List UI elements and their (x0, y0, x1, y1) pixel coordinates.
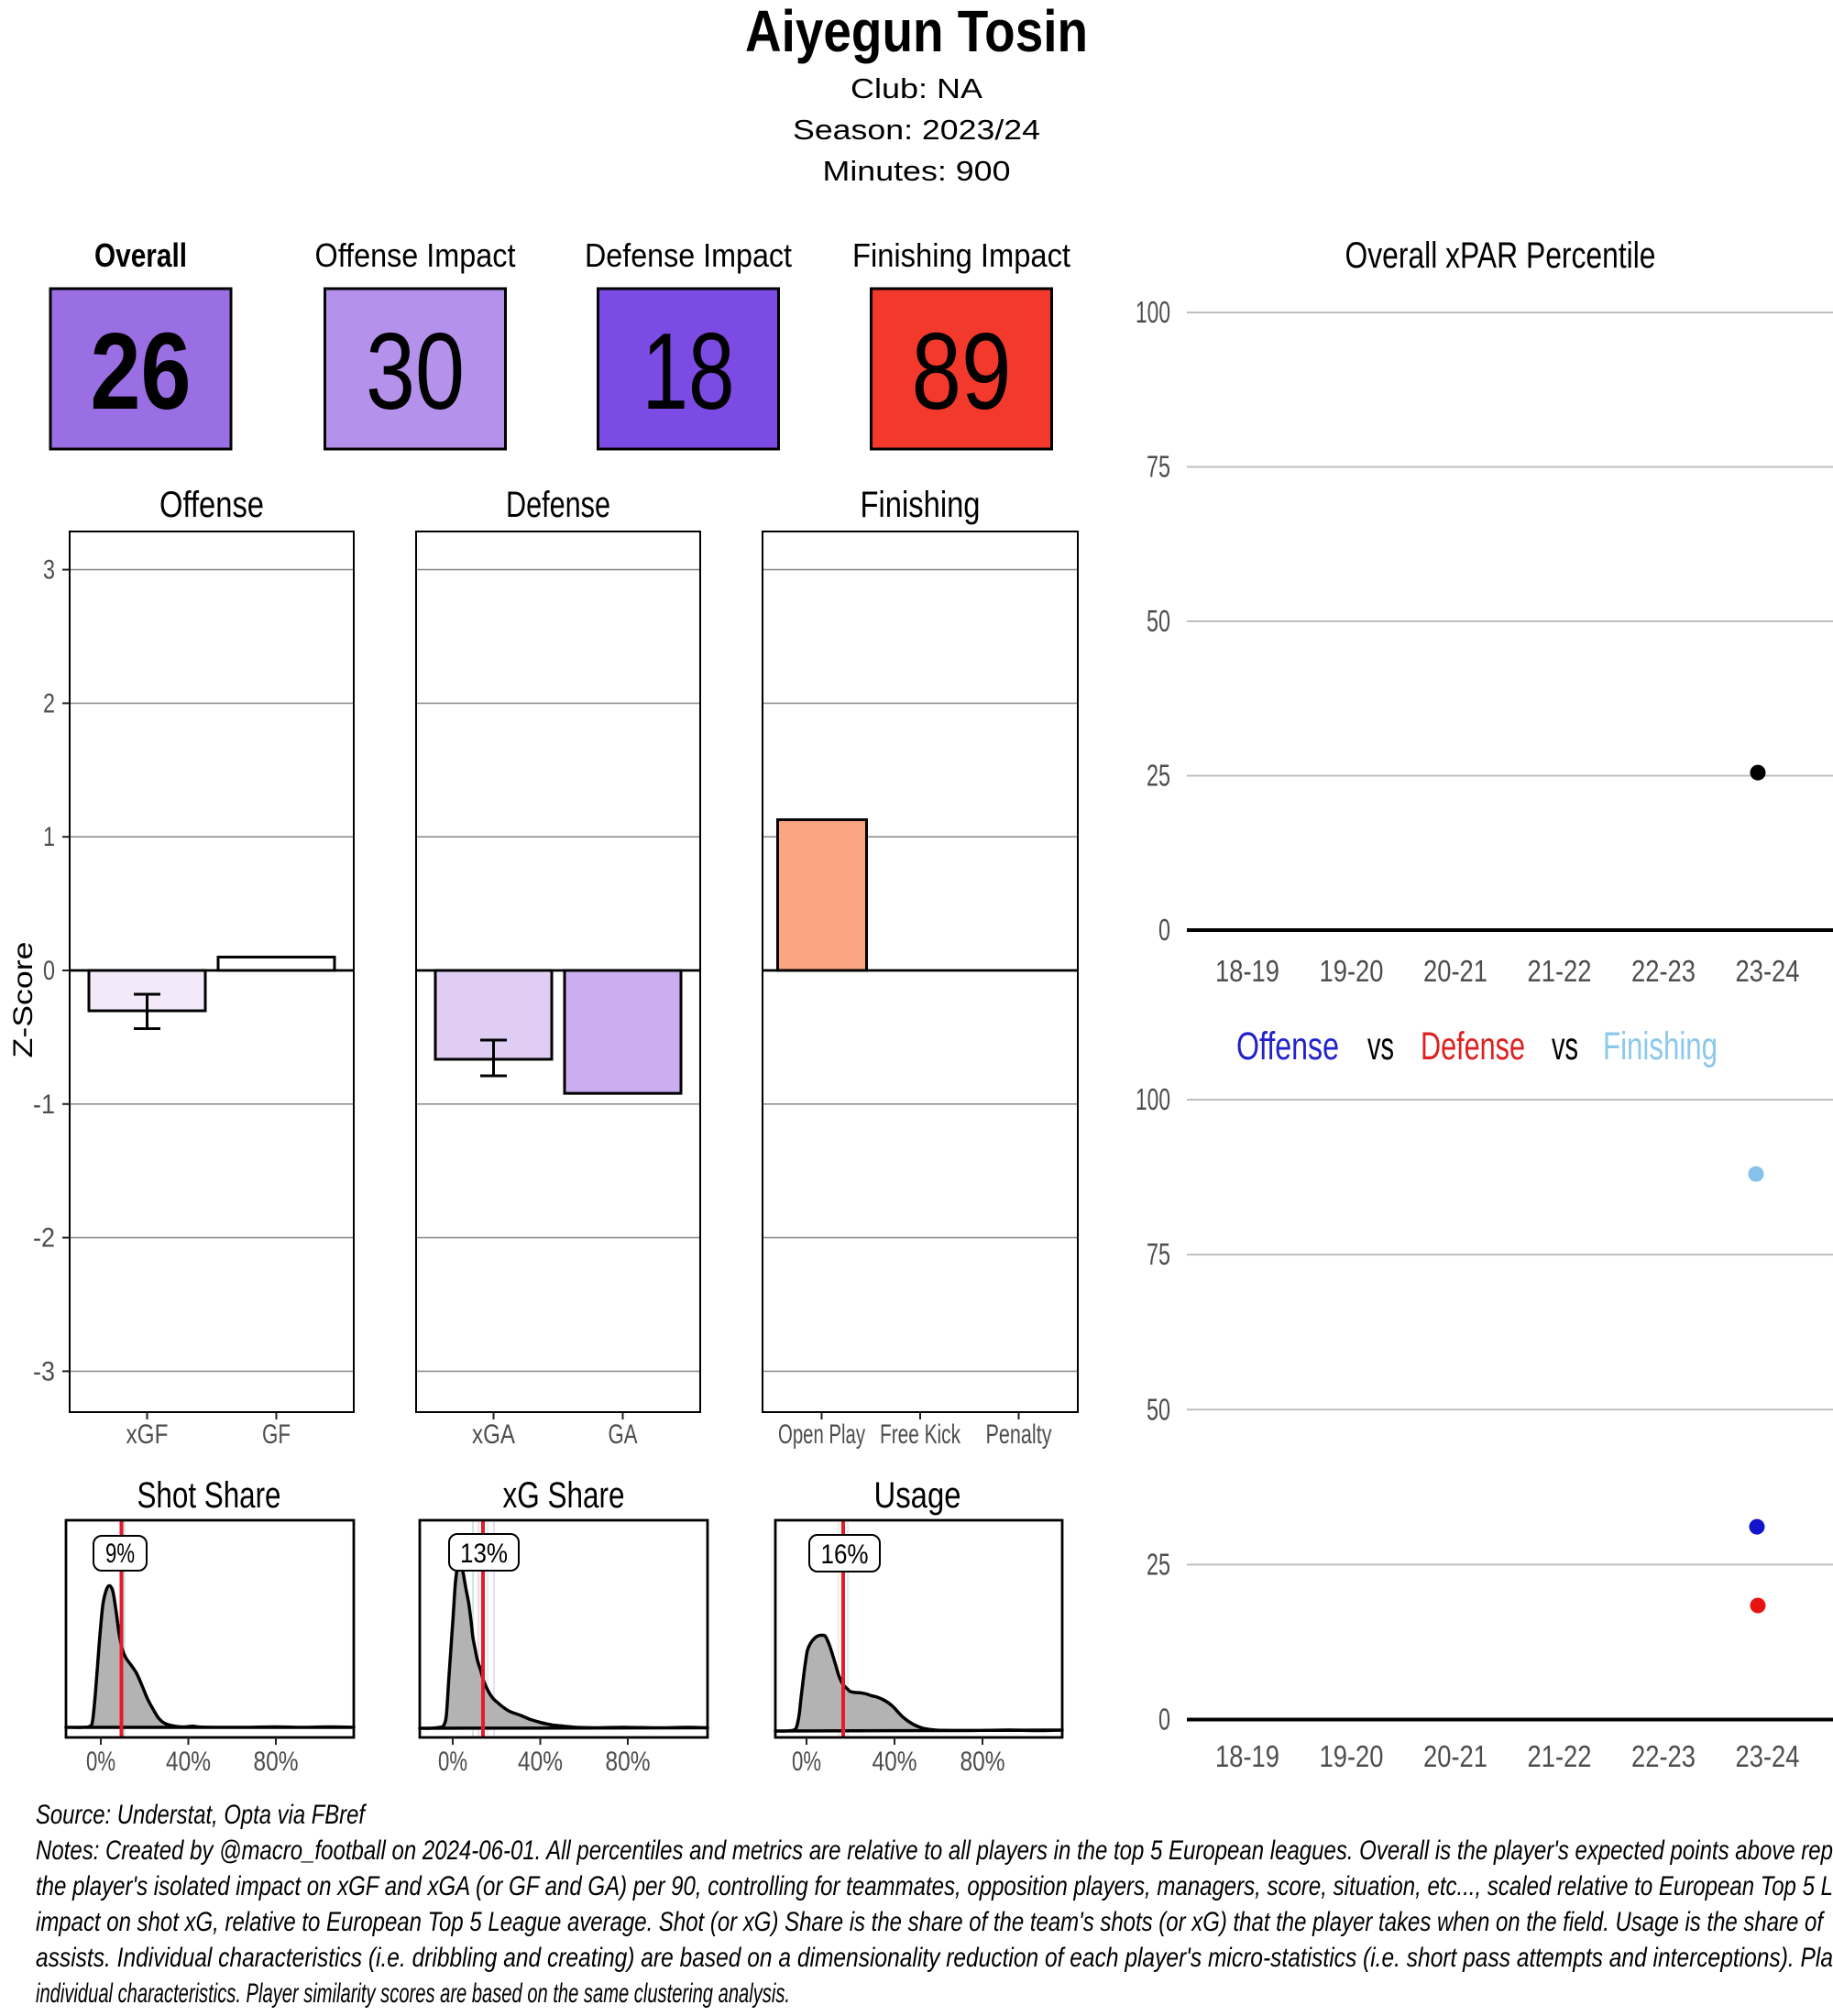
svg-text:Defense: Defense (1421, 1024, 1525, 1068)
svg-text:18: 18 (642, 311, 735, 433)
svg-text:23-24: 23-24 (1736, 954, 1800, 988)
svg-text:3: 3 (43, 555, 55, 586)
svg-text:Source: Understat, Opta via FB: Source: Understat, Opta via FBref (36, 1800, 367, 1830)
svg-text:the player's isolated impact o: the player's isolated impact on xGF and … (36, 1871, 1833, 1901)
svg-text:Notes: Created by @macro_footb: Notes: Created by @macro_football on 202… (36, 1835, 1833, 1866)
svg-text:13%: 13% (460, 1539, 508, 1569)
svg-text:0%: 0% (438, 1747, 467, 1777)
svg-text:50: 50 (1147, 604, 1170, 638)
svg-text:16%: 16% (821, 1539, 869, 1570)
svg-text:20-21: 20-21 (1423, 954, 1487, 988)
svg-text:Open Play: Open Play (778, 1419, 865, 1450)
svg-text:Free Kick: Free Kick (880, 1419, 961, 1450)
svg-text:25: 25 (1147, 759, 1170, 793)
svg-text:30: 30 (366, 311, 465, 433)
svg-text:80%: 80% (254, 1747, 299, 1777)
svg-text:Finishing: Finishing (861, 485, 981, 525)
svg-text:Finishing: Finishing (1603, 1024, 1718, 1068)
svg-text:Defense Impact: Defense Impact (585, 236, 792, 274)
svg-text:18-19: 18-19 (1215, 1739, 1279, 1773)
svg-text:0%: 0% (86, 1747, 115, 1777)
svg-text:individual characteristics. Pl: individual characteristics. Player simil… (36, 1978, 790, 2009)
svg-text:xG Share: xG Share (503, 1475, 625, 1516)
svg-text:19-20: 19-20 (1320, 1739, 1384, 1773)
svg-text:Penalty: Penalty (986, 1419, 1052, 1450)
svg-text:2: 2 (43, 688, 55, 718)
svg-text:20-21: 20-21 (1423, 1739, 1487, 1773)
svg-text:0: 0 (1158, 913, 1170, 947)
svg-text:Offense Impact: Offense Impact (315, 236, 516, 274)
svg-text:89: 89 (912, 311, 1012, 433)
svg-text:75: 75 (1147, 1237, 1170, 1271)
svg-text:100: 100 (1136, 295, 1170, 329)
svg-text:Overall xPAR Percentile: Overall xPAR Percentile (1345, 236, 1656, 276)
svg-text:9%: 9% (105, 1539, 135, 1569)
svg-text:21-22: 21-22 (1528, 954, 1592, 988)
svg-text:Aiyegun Tosin: Aiyegun Tosin (745, 0, 1088, 64)
svg-text:assists. Individual characteri: assists. Individual characteristics (i.e… (36, 1943, 1833, 1973)
svg-text:xGA: xGA (472, 1419, 515, 1450)
svg-text:Overall: Overall (94, 236, 187, 274)
svg-text:Shot Share: Shot Share (137, 1475, 281, 1516)
svg-text:-1: -1 (33, 1090, 55, 1120)
svg-text:25: 25 (1147, 1547, 1170, 1581)
svg-text:0: 0 (43, 956, 55, 986)
svg-text:80%: 80% (960, 1747, 1005, 1777)
svg-text:1: 1 (43, 822, 55, 852)
svg-text:xGF: xGF (126, 1419, 169, 1450)
svg-text:Season: 2023/24: Season: 2023/24 (793, 114, 1040, 146)
svg-text:0%: 0% (792, 1747, 821, 1777)
svg-text:-2: -2 (33, 1223, 55, 1254)
svg-text:Z-Score: Z-Score (8, 942, 38, 1058)
svg-text:40%: 40% (166, 1747, 211, 1777)
svg-text:Defense: Defense (506, 485, 610, 525)
svg-text:Offense: Offense (159, 485, 264, 525)
svg-text:Club: NA: Club: NA (851, 72, 982, 104)
svg-text:Finishing Impact: Finishing Impact (852, 236, 1070, 274)
svg-text:50: 50 (1147, 1392, 1170, 1426)
svg-text:22-23: 22-23 (1631, 954, 1696, 988)
svg-text:23-24: 23-24 (1736, 1739, 1800, 1773)
svg-text:22-23: 22-23 (1631, 1739, 1696, 1773)
svg-text:Minutes: 900: Minutes: 900 (823, 155, 1011, 187)
svg-text:GA: GA (609, 1419, 638, 1450)
svg-text:26: 26 (91, 311, 192, 433)
svg-text:Offense: Offense (1236, 1024, 1339, 1068)
svg-text:vs: vs (1552, 1024, 1578, 1068)
svg-text:40%: 40% (518, 1747, 563, 1777)
svg-text:impact on shot xG, relative to: impact on shot xG, relative to European … (36, 1907, 1825, 1937)
svg-text:100: 100 (1136, 1082, 1170, 1116)
svg-text:21-22: 21-22 (1528, 1739, 1592, 1773)
svg-text:18-19: 18-19 (1215, 954, 1279, 988)
svg-text:80%: 80% (606, 1747, 651, 1777)
svg-text:75: 75 (1147, 450, 1170, 484)
svg-text:-3: -3 (33, 1356, 55, 1386)
svg-text:40%: 40% (873, 1747, 917, 1777)
svg-text:0: 0 (1158, 1703, 1170, 1737)
svg-text:vs: vs (1367, 1024, 1394, 1068)
svg-text:Usage: Usage (874, 1475, 961, 1516)
svg-text:GF: GF (262, 1419, 291, 1450)
svg-text:19-20: 19-20 (1320, 954, 1384, 988)
